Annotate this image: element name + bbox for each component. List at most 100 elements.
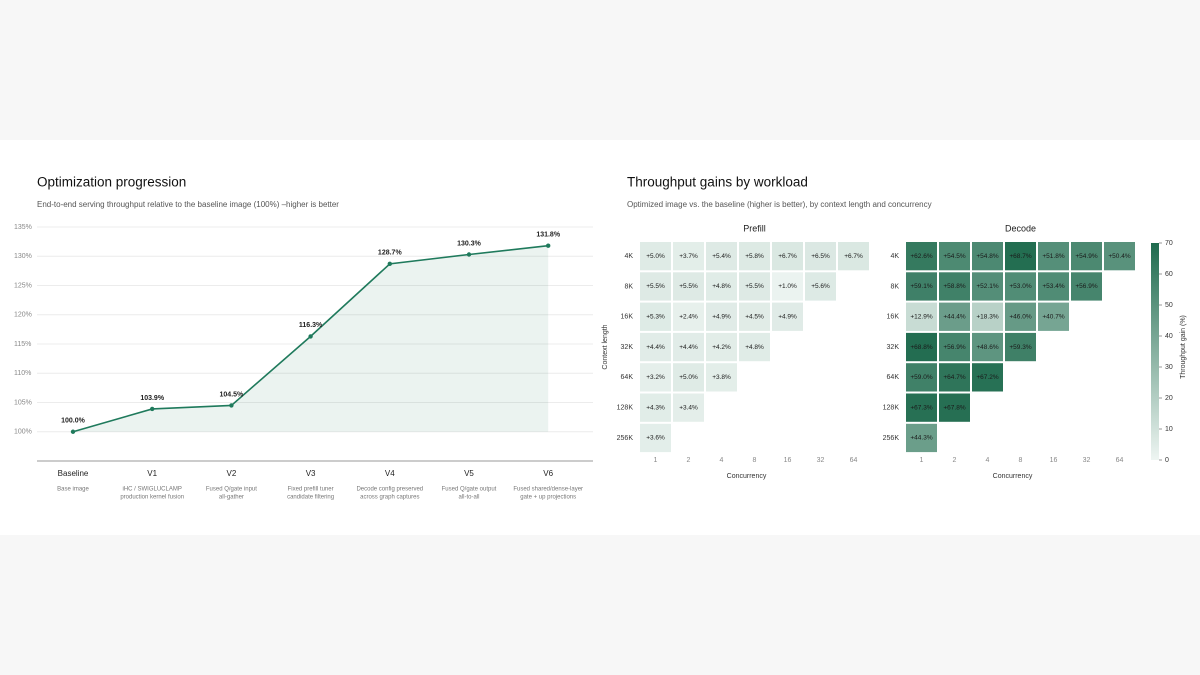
y-tick-label: 128K: [883, 404, 900, 411]
cell-label: +5.0%: [646, 253, 665, 260]
category-description: candidate filtering: [287, 495, 334, 501]
cell-label: +67.8%: [943, 404, 965, 411]
cell-label: +5.6%: [811, 283, 830, 290]
point: [150, 406, 155, 412]
value-label: 128.7%: [378, 250, 403, 257]
heatmap-cell: [906, 302, 937, 331]
value-label: 104.5%: [220, 391, 245, 398]
category-description: Fused Q/gate output: [442, 487, 497, 493]
y-tick-label: 16K: [621, 314, 634, 321]
value-label: 103.9%: [140, 395, 165, 402]
cell-label: +2.4%: [679, 313, 698, 320]
heatmap-cell: [640, 302, 671, 331]
heatmap-cell: [739, 332, 770, 362]
value-label: 130.3%: [457, 240, 482, 247]
cell-label: +40.7%: [1042, 313, 1064, 320]
x-tick-label: 32: [817, 457, 825, 464]
point: [466, 252, 472, 257]
cell-label: +4.8%: [745, 344, 764, 351]
heatmap-cell: [640, 242, 671, 271]
colorbar-title: Throughput gain (%): [1180, 315, 1187, 379]
y-tick-label: 8K: [890, 283, 899, 290]
x-tick-label: 8: [753, 457, 757, 464]
heatmap-cell: [1071, 242, 1102, 271]
heatmap-cell: [939, 332, 970, 362]
cell-label: +56.9%: [1075, 283, 1097, 290]
cell-label: +4.4%: [646, 344, 665, 351]
heatmap-cell: [906, 332, 937, 362]
y-tick-label: 110%: [14, 370, 31, 377]
y-tick-label: 256K: [883, 435, 900, 442]
heatmap-cell: [1071, 272, 1102, 301]
category-description: Fixed prefill tuner: [288, 487, 334, 493]
cell-label: +3.6%: [646, 435, 665, 442]
x-tick-label: 4: [720, 457, 724, 464]
point: [546, 243, 551, 248]
category-description: across graph captures: [360, 495, 419, 501]
x-tick-label: 2: [953, 457, 957, 464]
cell-label: +5.3%: [646, 313, 665, 320]
category-description: Fused shared/dense-layer: [513, 487, 583, 493]
cell-label: +54.8%: [976, 253, 998, 260]
chart-subtitle: End-to-end serving throughput relative t…: [37, 200, 339, 209]
heatmap-cell: [972, 332, 1003, 362]
category-description: Fused Q/gate input: [206, 487, 257, 493]
cell-label: +5.5%: [745, 283, 764, 290]
cell-label: +53.4%: [1042, 283, 1064, 290]
cell-label: +52.1%: [976, 283, 998, 290]
heatmap-cell: [739, 302, 770, 331]
y-tick-label: 125%: [14, 282, 32, 289]
cell-label: +5.5%: [679, 283, 698, 290]
heatmap-cell: [640, 423, 671, 453]
heatmap-cell: [673, 242, 704, 271]
cell-label: +59.0%: [910, 374, 932, 381]
heatmap-cell: [640, 393, 671, 422]
heatmap-cell: [739, 272, 770, 301]
x-tick-label: 32: [1083, 457, 1091, 464]
y-tick-label: 4K: [890, 253, 899, 260]
heatmap-cell: [805, 242, 836, 271]
x-axis-title: Concurrency: [993, 473, 1033, 480]
y-tick-label: 32K: [621, 344, 634, 351]
panel-title: Prefill: [743, 223, 766, 233]
cell-label: +64.7%: [943, 374, 965, 381]
cell-label: +54.9%: [1075, 253, 1097, 260]
category-description: iHC / SWIGLUCLAMP: [123, 487, 182, 493]
cell-label: +59.3%: [1009, 344, 1031, 351]
x-tick-label: 8: [1019, 457, 1023, 464]
heatmap-cell: [1005, 302, 1036, 331]
heatmap-cell: [1005, 272, 1036, 301]
cell-label: +4.9%: [778, 313, 797, 320]
heatmap-cell: [939, 242, 970, 271]
x-tick-label: 64: [850, 457, 858, 464]
cell-label: +12.9%: [910, 313, 932, 320]
heatmap-cell: [706, 332, 737, 362]
heatmap-cell: [939, 302, 970, 331]
heatmap-cell: [906, 272, 937, 301]
heatmap-cell: [1005, 332, 1036, 362]
cell-label: +59.1%: [910, 283, 932, 290]
cell-label: +4.2%: [712, 344, 731, 351]
cell-label: +56.9%: [943, 344, 965, 351]
category-description: Base image: [57, 487, 89, 493]
cell-label: +67.2%: [976, 374, 998, 381]
heatmap-cell: [1038, 302, 1069, 331]
cell-label: +1.0%: [778, 283, 797, 290]
y-tick-label: 32K: [887, 344, 900, 351]
point: [308, 334, 313, 339]
heatmap-cell: [1038, 242, 1069, 271]
heatmap-cell: [640, 272, 671, 301]
cell-label: +68.8%: [910, 344, 932, 351]
cell-label: +48.6%: [976, 344, 998, 351]
heatmap-cell: [706, 302, 737, 331]
heatmap-cell: [972, 363, 1003, 392]
heatmap-cell: [673, 363, 704, 392]
x-tick-label: 4: [986, 457, 990, 464]
colorbar-tick-label: 40: [1165, 333, 1173, 340]
heatmap-cell: [673, 302, 704, 331]
cell-label: +50.4%: [1108, 253, 1130, 260]
y-tick-label: 105%: [14, 399, 32, 406]
y-axis-title: Context length: [602, 324, 609, 369]
cell-label: +4.3%: [646, 404, 665, 411]
